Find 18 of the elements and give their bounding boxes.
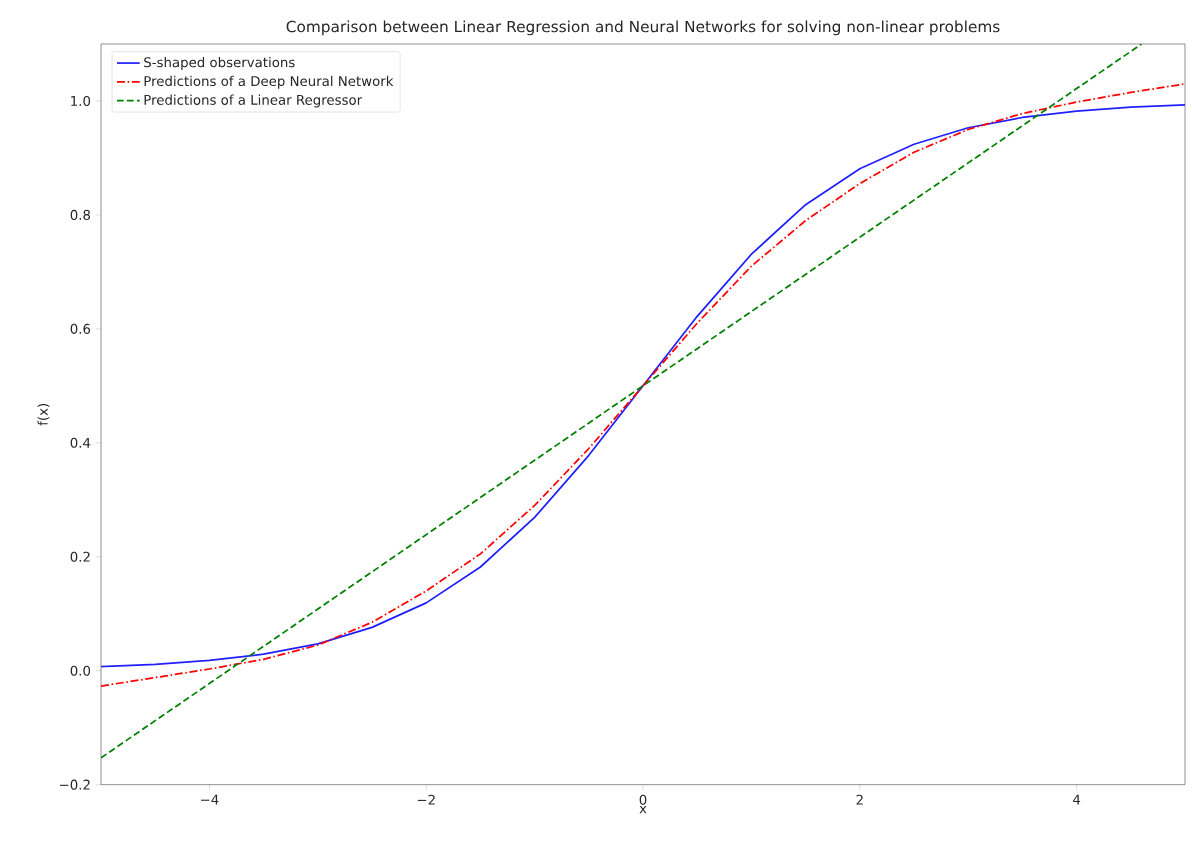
x-axis-title: x: [639, 805, 647, 814]
y-tick-label: 0.4: [70, 437, 91, 448]
y-tick-label: 0.2: [70, 551, 90, 562]
x-tick-label: 0: [639, 794, 647, 805]
chart-title: Comparison between Linear Regression and Neural Networks for solving non-linear problems: [286, 20, 1000, 36]
legend-label: S-shaped observations: [144, 56, 295, 70]
legend-label: Predictions of a Linear Regressor: [144, 94, 363, 108]
y-tick-label: −0.2: [60, 779, 90, 790]
y-tick-label: 1.0: [71, 95, 91, 106]
x-tick-label: −2: [417, 794, 435, 805]
x-tick-label: −4: [201, 794, 219, 805]
y-axis-title: f(x): [37, 403, 50, 426]
y-tick-label: 0.0: [70, 665, 91, 676]
x-tick-label: 2: [856, 794, 863, 805]
y-tick-label: 0.8: [70, 209, 91, 220]
y-tick-label: 0.6: [70, 323, 91, 334]
x-tick-label: 4: [1073, 794, 1081, 805]
legend-label: Predictions of a Deep Neural Network: [144, 75, 394, 89]
